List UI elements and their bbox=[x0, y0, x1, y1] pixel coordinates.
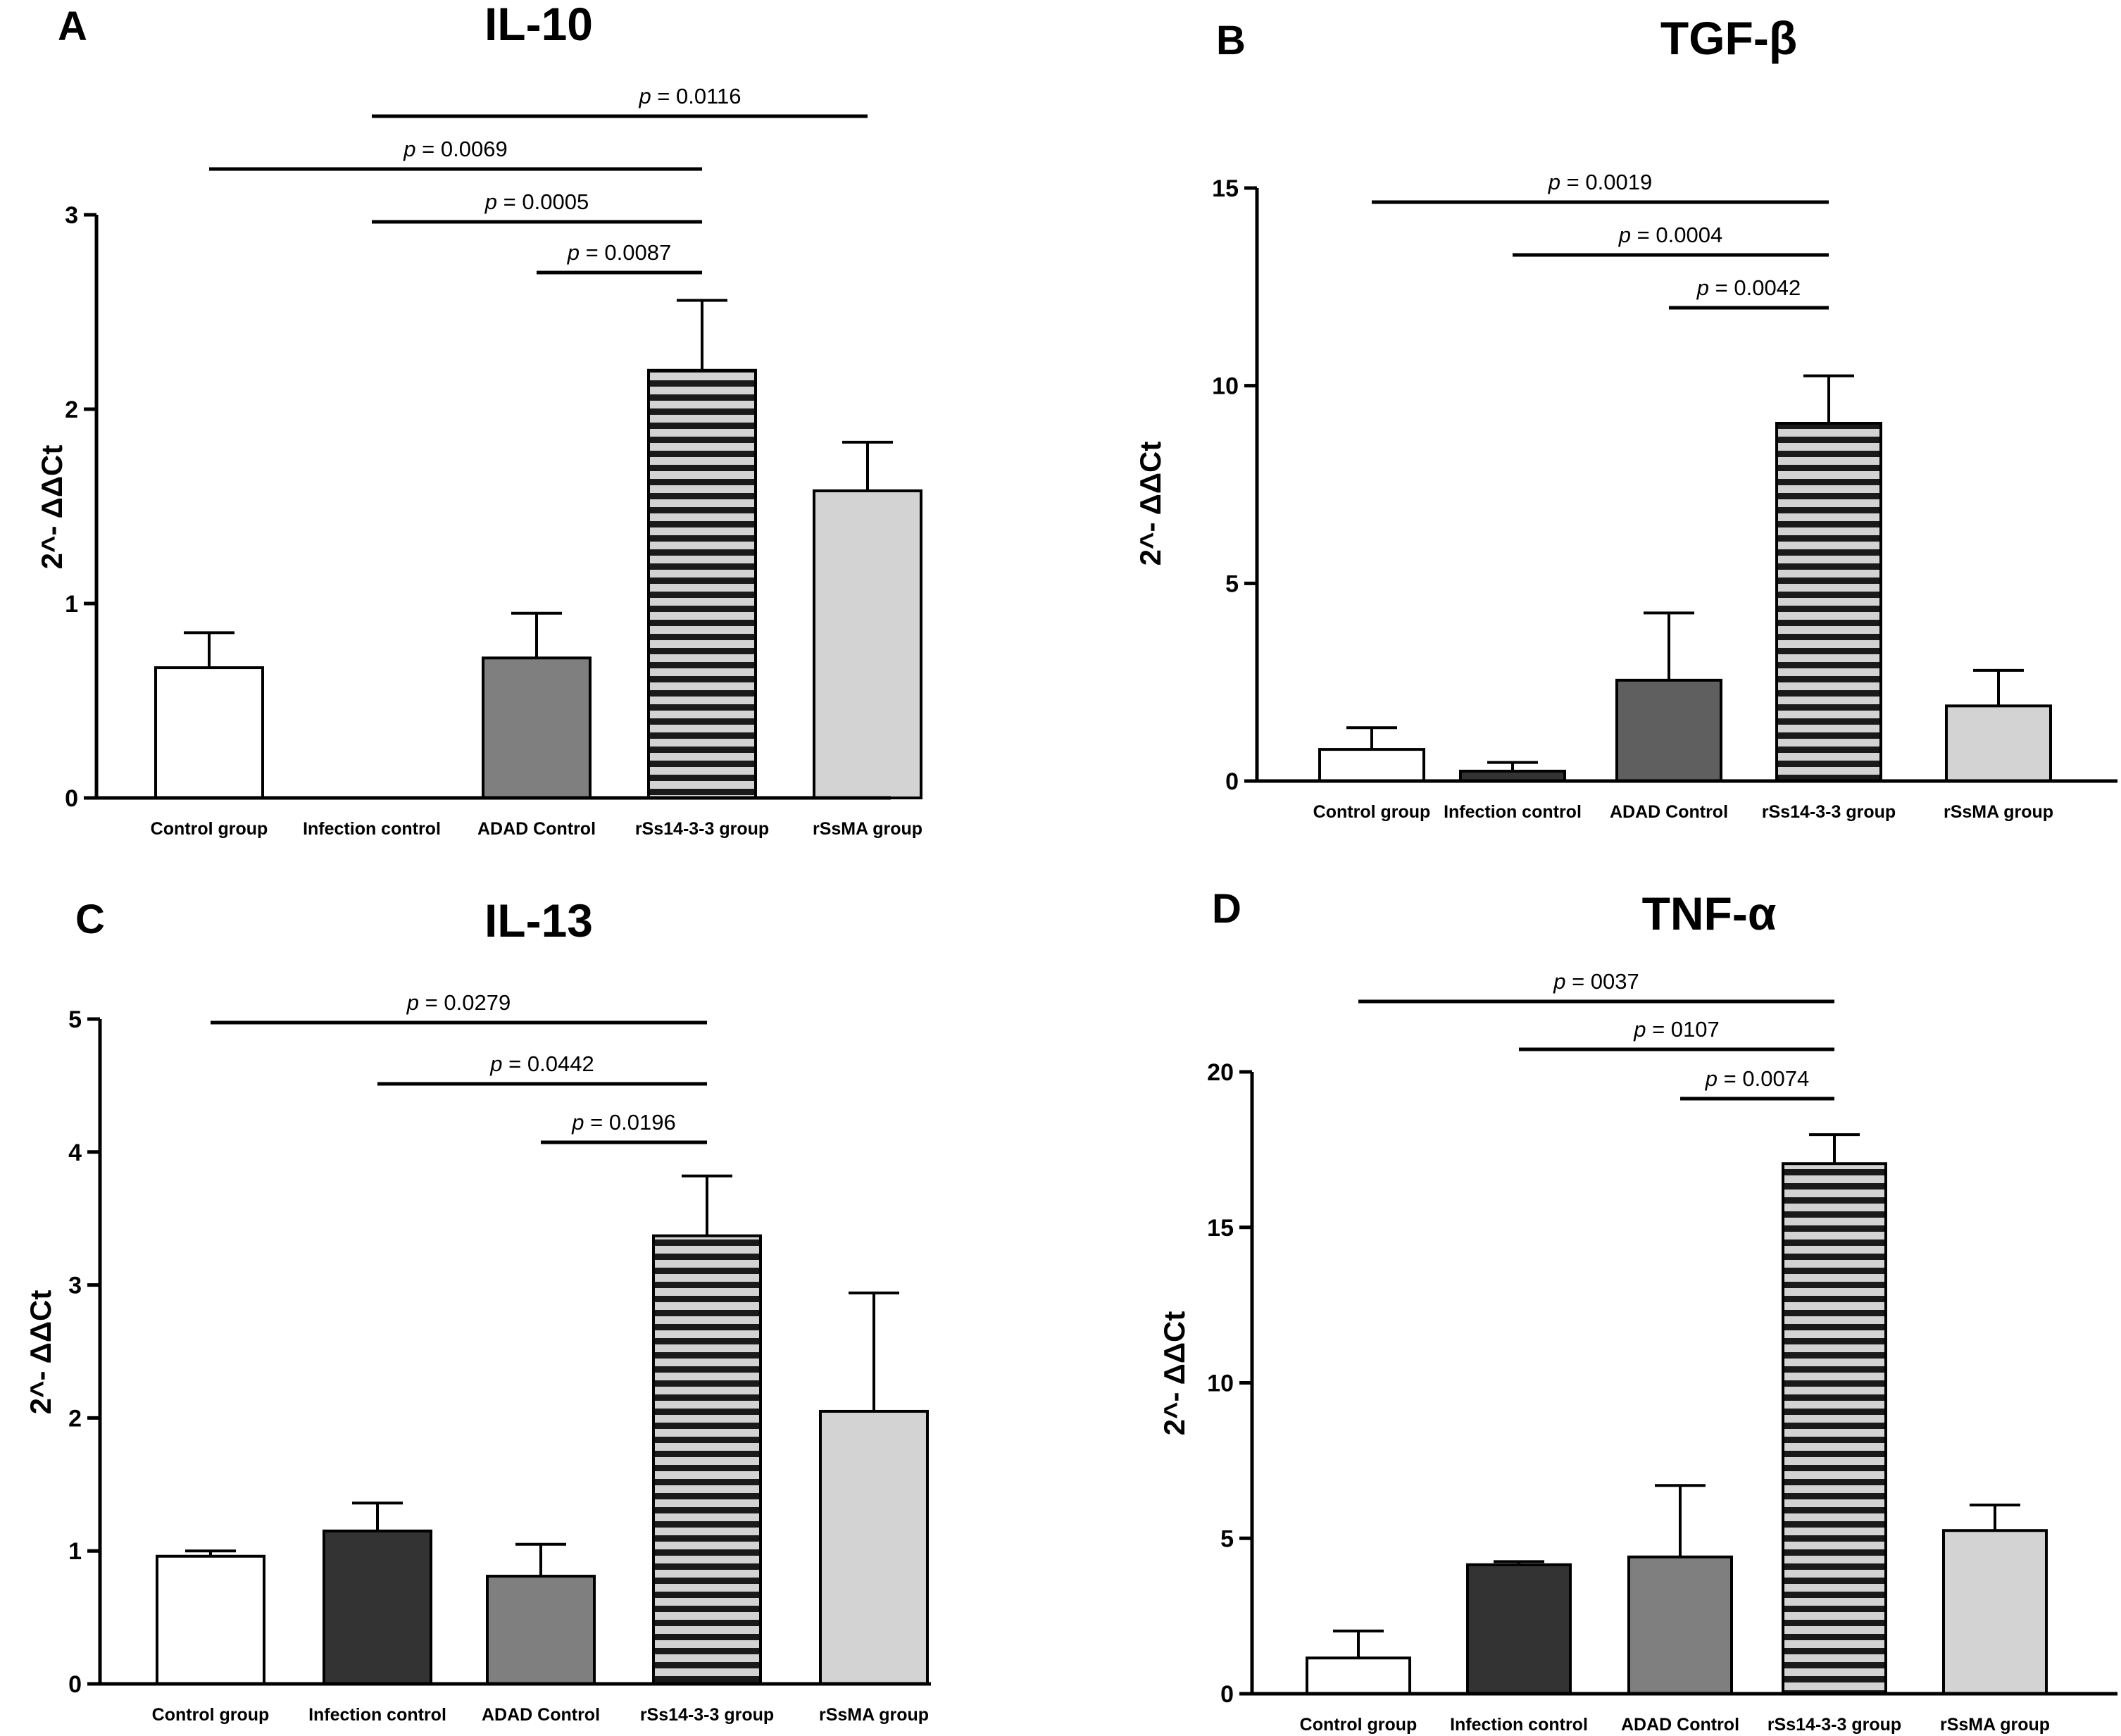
x-tick-label: rSs14-3-3 group bbox=[640, 1705, 774, 1725]
x-tick-label: rSs14-3-3 group bbox=[1762, 802, 1896, 822]
y-tick-label: 1 bbox=[65, 591, 78, 618]
bar bbox=[819, 1409, 929, 1685]
y-axis-label: 2^- ΔΔCt bbox=[35, 445, 68, 570]
y-tick-label: 2 bbox=[68, 1405, 82, 1432]
chart-title: TNF-α bbox=[1642, 887, 1777, 939]
x-tick-label: ADAD Control bbox=[1621, 1715, 1739, 1735]
y-tick-label: 20 bbox=[1207, 1059, 1234, 1086]
y-tick-label: 3 bbox=[68, 1273, 82, 1299]
panel-letter: D bbox=[1212, 886, 1241, 932]
y-axis-label: 2^- ΔΔCt bbox=[24, 1290, 57, 1415]
x-tick-label: rSsMA group bbox=[819, 1705, 929, 1725]
x-tick-label: Control group bbox=[1313, 802, 1431, 822]
y-tick-label: 0 bbox=[1225, 768, 1239, 795]
y-tick-label: 4 bbox=[68, 1139, 82, 1166]
y-tick-label: 10 bbox=[1212, 373, 1239, 400]
x-tick-label: Control group bbox=[151, 819, 268, 839]
p-value-label: p = 0.0069 bbox=[403, 137, 507, 161]
bar bbox=[1945, 704, 2052, 783]
p-value-label: p = 0.0042 bbox=[1696, 275, 1801, 300]
p-value-label: p = 0.0442 bbox=[489, 1051, 594, 1076]
bar bbox=[1782, 1162, 1887, 1696]
bar bbox=[1627, 1555, 1733, 1695]
bar bbox=[1942, 1529, 2048, 1695]
chart-panel-c: C IL-13 2^- ΔΔCt Control group Infection con… bbox=[24, 894, 931, 1725]
bar bbox=[652, 1234, 762, 1685]
bar bbox=[154, 666, 264, 800]
y-axis-label: 2^- ΔΔCt bbox=[1134, 442, 1167, 566]
x-tick-label: Control group bbox=[152, 1705, 270, 1725]
y-tick-label: 5 bbox=[1225, 570, 1239, 597]
y-tick-label: 10 bbox=[1207, 1370, 1234, 1397]
p-value-label: p = 0.0279 bbox=[406, 990, 511, 1015]
bar bbox=[1318, 748, 1425, 783]
x-tick-label: ADAD Control bbox=[477, 819, 596, 839]
y-tick-label: 2 bbox=[65, 396, 78, 423]
y-tick-label: 0 bbox=[1220, 1681, 1234, 1708]
y-axis-label: 2^- ΔΔCt bbox=[1158, 1311, 1191, 1436]
x-tick-label: Infection control bbox=[1450, 1715, 1588, 1735]
p-value-label: p = 0107 bbox=[1633, 1017, 1720, 1042]
y-tick-label: 0 bbox=[65, 785, 78, 812]
y-tick-label: 3 bbox=[65, 202, 78, 229]
bar bbox=[647, 368, 757, 799]
chart-title: IL-10 bbox=[484, 0, 593, 50]
bar bbox=[1466, 1563, 1572, 1696]
bar bbox=[1775, 421, 1882, 782]
x-tick-label: rSsMA group bbox=[1944, 802, 2053, 822]
panel-letter: B bbox=[1216, 18, 1246, 63]
y-tick-label: 5 bbox=[1220, 1525, 1234, 1552]
bar bbox=[1306, 1656, 1411, 1696]
x-tick-label: Infection control bbox=[308, 1705, 446, 1725]
p-value-label: p = 0.0196 bbox=[571, 1110, 675, 1135]
chart-panel-d: D TNF-α 2^- ΔΔCt Control group Infection con… bbox=[1158, 886, 2117, 1735]
bar bbox=[813, 489, 922, 799]
p-value-label: p = 0037 bbox=[1553, 969, 1639, 994]
bar bbox=[1615, 678, 1722, 782]
bar bbox=[486, 1575, 596, 1686]
bar bbox=[156, 1554, 265, 1685]
bar bbox=[482, 656, 592, 800]
y-tick-label: 0 bbox=[68, 1671, 82, 1698]
p-value-label: p = 0.0087 bbox=[567, 240, 671, 265]
x-tick-label: rSs14-3-3 group bbox=[1768, 1715, 1901, 1735]
p-value-label: p = 0.0004 bbox=[1618, 223, 1722, 247]
bar bbox=[323, 1529, 432, 1685]
x-tick-label: Infection control bbox=[1444, 802, 1582, 822]
x-tick-label: ADAD Control bbox=[482, 1705, 600, 1725]
panel-letter: C bbox=[75, 897, 105, 942]
x-tick-label: rSsMA group bbox=[813, 819, 922, 839]
y-tick-label: 1 bbox=[68, 1538, 82, 1565]
x-tick-label: Control group bbox=[1300, 1715, 1418, 1735]
x-tick-label: ADAD Control bbox=[1610, 802, 1728, 822]
chart-panel-a: A IL-10 2^- ΔΔCt Control group Infection con… bbox=[35, 0, 922, 839]
p-value-label: p = 0.0005 bbox=[484, 189, 589, 214]
p-value-label: p = 0.0116 bbox=[638, 84, 741, 108]
x-tick-label: Infection control bbox=[303, 819, 441, 839]
x-tick-label: rSsMA group bbox=[1940, 1715, 2050, 1735]
chart-title: IL-13 bbox=[484, 894, 593, 947]
p-value-label: p = 0.0019 bbox=[1548, 170, 1652, 194]
x-tick-label: rSs14-3-3 group bbox=[635, 819, 769, 839]
y-tick-label: 15 bbox=[1207, 1215, 1234, 1242]
chart-title: TGF-β bbox=[1660, 12, 1797, 64]
y-tick-label: 15 bbox=[1212, 175, 1239, 202]
p-value-label: p = 0.0074 bbox=[1705, 1066, 1809, 1091]
chart-panel-b: B TGF-β 2^- ΔΔCt Control group Infection con… bbox=[1134, 12, 2117, 822]
y-tick-label: 5 bbox=[68, 1006, 82, 1033]
panel-letter: A bbox=[58, 4, 87, 49]
